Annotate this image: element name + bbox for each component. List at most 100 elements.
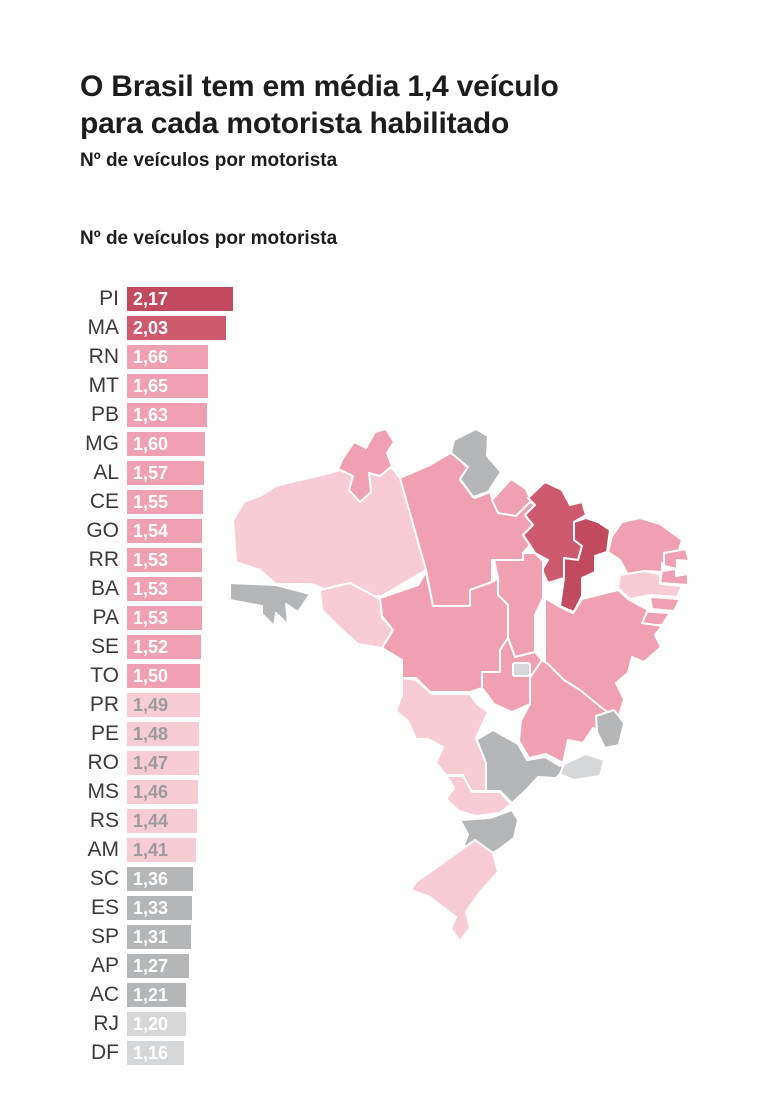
state-label: SC: [89, 867, 119, 890]
state-RJ-shape: [559, 753, 605, 781]
bar-value-label: 1,65: [133, 376, 169, 396]
bar-value-label: 2,17: [133, 289, 169, 309]
value-bar: 1,55: [127, 490, 203, 514]
bar-row: RO 1,47: [75, 751, 233, 775]
state-AP-shape: [450, 428, 502, 498]
state-RO-shape: [319, 582, 394, 649]
chart-subtitle-repeat: Nº de veículos por motorista: [80, 228, 338, 249]
value-bar: 1,33: [127, 896, 192, 920]
bar-value-label: 1,41: [133, 840, 169, 860]
state-label: CE: [89, 490, 119, 513]
bar-row: AP 1,27: [75, 954, 233, 978]
value-bar: 1,66: [127, 345, 208, 369]
bar-row: RR 1,53: [75, 548, 233, 572]
bar-value-label: 1,20: [133, 1014, 169, 1034]
value-bar: 1,52: [127, 635, 201, 659]
state-label: RN: [88, 345, 119, 368]
state-PI-shape: [559, 517, 611, 613]
bar-row: MG 1,60: [75, 432, 233, 456]
bar-value-label: 1,60: [133, 434, 169, 454]
bar-value-label: 1,44: [133, 811, 169, 831]
bar-value-label: 1,50: [133, 666, 169, 686]
bar-chart-rows: PI 2,17 MA 2,03 RN 1,66 MT 1,65 PB 1,63 MG 1,60 AL 1,…: [75, 287, 233, 1070]
bar-row: MA 2,03: [75, 316, 233, 340]
bar-row: BA 1,53: [75, 577, 233, 601]
state-label: MG: [85, 432, 119, 455]
bar-value-label: 1,53: [133, 579, 169, 599]
bar-row: PE 1,48: [75, 722, 233, 746]
state-MS-shape: [395, 677, 489, 792]
bar-row: AC 1,21: [75, 983, 233, 1007]
value-bar: 1,36: [127, 867, 193, 891]
bar-row: AL 1,57: [75, 461, 233, 485]
bar-value-label: 1,21: [133, 985, 169, 1005]
bar-value-label: 1,16: [133, 1043, 169, 1063]
bar-value-label: 1,63: [133, 405, 169, 425]
value-bar: 1,16: [127, 1041, 184, 1065]
state-label: PR: [89, 693, 119, 716]
state-label: AP: [90, 954, 119, 977]
value-bar: 1,41: [127, 838, 196, 862]
state-PB-shape: [659, 568, 689, 586]
state-label: DF: [91, 1041, 119, 1064]
value-bar: 1,20: [127, 1012, 186, 1036]
state-label: RS: [89, 809, 119, 832]
bar-row: PA 1,53: [75, 606, 233, 630]
page-title-line1: O Brasil tem em média 1,4 veículo: [80, 70, 559, 104]
bar-value-label: 1,31: [133, 927, 169, 947]
bar-row: TO 1,50: [75, 664, 233, 688]
value-bar: 1,50: [127, 664, 200, 688]
bar-row: ES 1,33: [75, 896, 233, 920]
state-DF-shape: [512, 662, 531, 677]
bar-value-label: 1,36: [133, 869, 169, 889]
bar-value-label: 1,53: [133, 550, 169, 570]
value-bar: 1,53: [127, 577, 202, 601]
value-bar: 1,63: [127, 403, 207, 427]
bar-row: RN 1,66: [75, 345, 233, 369]
value-bar: 1,65: [127, 374, 208, 398]
state-PE-shape: [617, 570, 683, 600]
bar-value-label: 1,57: [133, 463, 169, 483]
state-label: PB: [90, 403, 119, 426]
chart-subtitle: Nº de veículos por motorista: [80, 150, 338, 171]
bar-row: RJ 1,20: [75, 1012, 233, 1036]
state-label: MA: [87, 316, 120, 339]
state-label: RR: [88, 548, 119, 571]
value-bar: 1,27: [127, 954, 189, 978]
state-label: RO: [87, 751, 120, 774]
state-PR-shape: [445, 775, 512, 817]
bar-row: AM 1,41: [75, 838, 233, 862]
bar-row: PI 2,17: [75, 287, 233, 311]
value-bar: 1,49: [127, 693, 200, 717]
value-bar: 2,17: [127, 287, 233, 311]
state-label: TO: [90, 664, 119, 687]
value-bar: 2,03: [127, 316, 226, 340]
state-AC-shape: [229, 582, 311, 627]
bar-value-label: 1,27: [133, 956, 169, 976]
state-ES-shape: [595, 709, 625, 749]
state-RS-shape: [410, 839, 499, 942]
bar-value-label: 2,03: [133, 318, 169, 338]
value-bar: 1,54: [127, 519, 202, 543]
bar-row: SC 1,36: [75, 867, 233, 891]
state-label: PA: [92, 606, 119, 629]
value-bar: 1,31: [127, 925, 191, 949]
state-label: AC: [89, 983, 119, 1006]
value-bar: 1,53: [127, 606, 202, 630]
state-AL-shape: [649, 596, 681, 612]
state-label: AM: [87, 838, 120, 861]
state-MG-shape: [518, 659, 615, 764]
bar-row: PB 1,63: [75, 403, 233, 427]
state-AM-shape: [232, 467, 427, 599]
page-title: O Brasil tem em média 1,4 veículo para c…: [80, 68, 559, 142]
bar-row: SE 1,52: [75, 635, 233, 659]
bar-value-label: 1,66: [133, 347, 169, 367]
bar-value-label: 1,53: [133, 608, 169, 628]
value-bar: 1,46: [127, 780, 198, 804]
bar-value-label: 1,52: [133, 637, 169, 657]
bar-value-label: 1,48: [133, 724, 169, 744]
bar-row: CE 1,55: [75, 490, 233, 514]
bar-row: MT 1,65: [75, 374, 233, 398]
state-label: SP: [90, 925, 119, 948]
